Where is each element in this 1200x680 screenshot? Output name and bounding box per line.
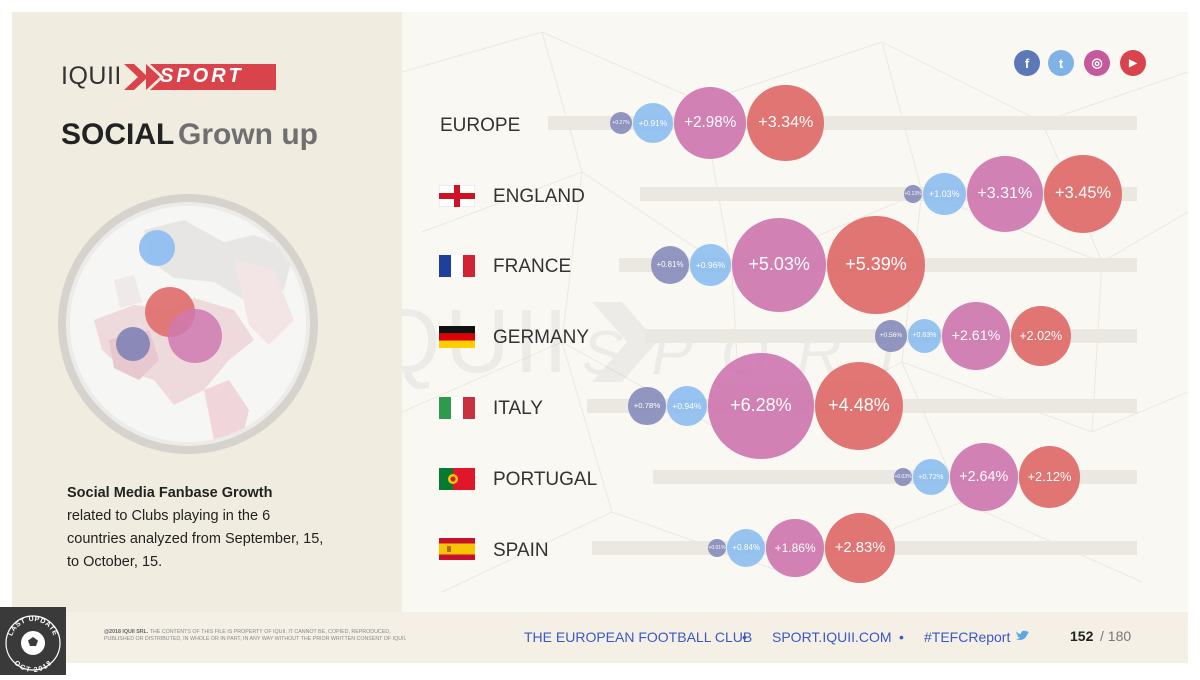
growth-bubble: +5.03% [732, 217, 827, 313]
copyright-line2: PUBLISHED OR DISTRIBUTED, IN WHOLE OR IN… [104, 636, 407, 642]
svg-text:IQUII: IQUII [402, 292, 572, 392]
growth-bubble: +0.94% [666, 385, 708, 427]
instagram-icon[interactable]: ◎ [1084, 50, 1110, 76]
growth-bubble: +6.28% [708, 353, 814, 459]
england-flag-icon [439, 185, 475, 207]
growth-bubble: +0.72% [913, 459, 949, 495]
portugal-flag-icon [439, 468, 475, 490]
twitter-icon[interactable]: t [1048, 50, 1074, 76]
left-panel: IQUII SPORT SOCIAL Grown up [12, 12, 402, 612]
footer-hashtag[interactable]: #TEFCReport [924, 629, 1011, 645]
europe-map-illustration [58, 194, 318, 454]
footer-link-site[interactable]: SPORT.IQUII.COM [772, 629, 892, 645]
brand-logo-chevron [124, 64, 276, 90]
growth-bubble: +0.01% [708, 539, 726, 557]
germany-flag-icon [439, 326, 475, 348]
row-label-europe: EUROPE [440, 115, 521, 136]
growth-bubble: +4.48% [814, 361, 904, 451]
growth-bubble: +2.64% [949, 442, 1018, 512]
copyright-bold: @2018 IQUII SRL. [104, 629, 149, 635]
italy-flag-icon [439, 397, 475, 419]
description: Social Media Fanbase Growth related to C… [67, 482, 367, 574]
row-label-england: ENGLAND [493, 186, 585, 207]
growth-bubble: +0.63% [907, 319, 942, 353]
growth-bubble: +3.45% [1044, 154, 1123, 233]
football-icon: LAST UPDATE OCT 2018 [5, 615, 61, 674]
growth-bubble: +1.86% [766, 519, 824, 577]
growth-bubble: +3.31% [966, 155, 1044, 233]
growth-bubble: +0.27% [610, 112, 632, 134]
footer-link-tefc[interactable]: THE EUROPEAN FOOTBALL CLUB [524, 629, 753, 645]
growth-bubble: +0.91% [632, 102, 673, 144]
growth-bubble: +2.12% [1018, 446, 1081, 508]
row-label-italy: ITALY [493, 398, 543, 419]
footer: @2018 IQUII SRL. THE CONTENTS OF THIS FI… [12, 612, 1188, 663]
row-label-spain: SPAIN [493, 540, 549, 561]
growth-bubble: +1.03% [923, 172, 966, 216]
footer-bullet: • [899, 629, 904, 645]
row-label-france: FRANCE [493, 256, 572, 277]
description-title: Social Media Fanbase Growth [67, 485, 273, 501]
growth-bubble: +0.78% [628, 387, 666, 425]
growth-bubble: +0.13% [904, 185, 922, 203]
bubble-chart: +0.27% +0.91% +2.98% +3.34% +0.13% +1.03% +3.3… [402, 12, 1188, 612]
youtube-icon[interactable]: ▶ [1120, 50, 1146, 76]
growth-bubble: +0.81% [651, 246, 689, 284]
svg-text:OCT 2018: OCT 2018 [12, 660, 53, 674]
last-update-badge: LAST UPDATE OCT 2018 [0, 607, 66, 675]
growth-bubble: +0.84% [727, 528, 766, 568]
growth-bubble: +2.83% [824, 512, 896, 584]
france-flag-icon [439, 255, 475, 277]
spain-flag-icon [439, 538, 475, 560]
badge-bottom-text: OCT 2018 [12, 660, 53, 674]
chart-panel: IQUII SPORT f t ◎ ▶ EUROPE ENGLAND FRANC… [402, 12, 1188, 612]
brand-logo-sport: SPORT [160, 65, 244, 87]
growth-bubble: +3.34% [747, 84, 825, 162]
copyright-line1: THE CONTENTS OF THIS FILE IS PROPERTY OF… [148, 629, 391, 635]
page-title-light: Grown up [178, 118, 318, 151]
copyright-notice: @2018 IQUII SRL. THE CONTENTS OF THIS FI… [104, 629, 484, 643]
description-line: to October, 15. [67, 554, 163, 570]
page-number-current: 152 [1070, 628, 1094, 644]
growth-bubble: +2.61% [942, 302, 1010, 370]
growth-bubble: +5.39% [827, 216, 925, 314]
footer-bullet: • [742, 629, 747, 645]
brand-logo-text: IQUII [61, 62, 122, 90]
growth-bubble: +0.03% [894, 468, 912, 486]
growth-bubble: +2.98% [673, 86, 747, 160]
page-title-strong: SOCIAL [61, 118, 175, 151]
twitter-bird-icon[interactable] [1016, 630, 1030, 642]
row-label-portugal: PORTUGAL [493, 469, 598, 490]
growth-bubble: +2.02% [1010, 306, 1071, 366]
page-number-total: / 180 [1100, 628, 1132, 644]
row-label-germany: GERMANY [493, 327, 590, 348]
growth-bubble: +0.56% [875, 320, 907, 352]
slide: IQUII SPORT SOCIAL Grown up [12, 12, 1188, 663]
facebook-icon[interactable]: f [1014, 50, 1040, 76]
description-line: related to Clubs playing in the 6 [67, 508, 271, 524]
description-line: countries analyzed from September, 15, [67, 531, 324, 547]
growth-bubble: +0.96% [689, 244, 732, 286]
